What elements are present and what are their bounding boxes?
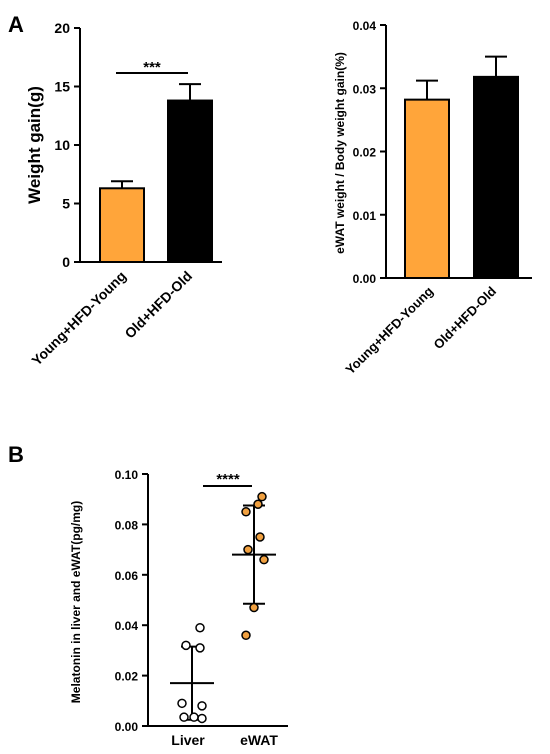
melatonin-ewat-data-point (253, 499, 263, 509)
ewat-ratio-tick-label: 0.03 (353, 82, 377, 96)
weight-gain-bar (99, 187, 145, 263)
melatonin-tick-label: 0.06 (115, 569, 139, 583)
ewat-ratio-category-old: Old+HFD-Old (431, 283, 500, 352)
weight-gain-tick-label: 5 (62, 196, 70, 212)
melatonin-liver-data-point (177, 698, 187, 709)
weight-gain-category-old: Old+HFD-Old (121, 268, 195, 342)
melatonin-tick-label: 0.10 (115, 468, 139, 482)
ewat-ratio-tick-label: 0.04 (353, 19, 377, 33)
melatonin-category-ewat: eWAT (240, 732, 278, 748)
weight-gain-chart: Weight gain(g) 0 5 10 15 20 *** Young+HFD-Yo… (25, 20, 222, 369)
melatonin-liver-data-point (181, 640, 191, 651)
weight-gain-sig-stars: *** (143, 59, 161, 76)
melatonin-liver-data-point (189, 712, 199, 722)
melatonin-ewat-data-point (243, 544, 253, 555)
melatonin-ewat-data-point (259, 554, 269, 565)
melatonin-tick-label: 0.04 (115, 619, 139, 633)
weight-gain-bar (167, 99, 213, 264)
ewat-ratio-bar (473, 75, 519, 279)
weight-gain-tick-label: 0 (62, 254, 70, 270)
melatonin-y-label: Melatonin in liver and eWAT(pg/mg) (69, 501, 83, 703)
melatonin-ewat-data-point (241, 507, 251, 517)
weight-gain-tick-label: 10 (54, 137, 70, 153)
melatonin-ewat-data-point (249, 602, 259, 613)
panel-label-a: A (8, 12, 24, 37)
weight-gain-category-young: Young+HFD-Young (28, 268, 129, 369)
panel-label-b: B (8, 442, 24, 467)
melatonin-ewat-data-point (241, 630, 251, 641)
ewat-ratio-chart: eWAT weight / Body weight gain(%) 0.00 0.… (333, 19, 532, 377)
melatonin-ewat-data-point (255, 532, 265, 542)
melatonin-tick-label: 0.02 (115, 670, 139, 684)
melatonin-chart: Melatonin in liver and eWAT(pg/mg) 0.00 0… (69, 468, 288, 748)
melatonin-liver-data-point (195, 643, 205, 653)
ewat-ratio-category-young: Young+HFD-Young (342, 283, 436, 377)
melatonin-tick-label: 0.08 (115, 518, 139, 532)
ewat-ratio-tick-label: 0.01 (353, 209, 377, 223)
weight-gain-tick-label: 15 (54, 79, 70, 95)
melatonin-category-liver: Liver (171, 732, 205, 748)
ewat-ratio-tick-label: 0.02 (353, 146, 377, 160)
melatonin-liver-data-point (197, 701, 207, 711)
melatonin-liver-data-point (179, 712, 189, 722)
melatonin-ewat-data-point (257, 491, 267, 502)
melatonin-sig-stars: **** (216, 471, 240, 488)
melatonin-liver-data-point (197, 713, 207, 724)
ewat-ratio-y-label: eWAT weight / Body weight gain(%) (333, 52, 347, 254)
ewat-ratio-tick-label: 0.00 (353, 272, 377, 286)
melatonin-tick-label: 0.00 (115, 720, 139, 734)
melatonin-liver-data-point (195, 622, 205, 633)
weight-gain-tick-label: 20 (54, 20, 70, 36)
ewat-ratio-bar (404, 98, 450, 280)
weight-gain-y-label: Weight gain(g) (25, 86, 44, 204)
